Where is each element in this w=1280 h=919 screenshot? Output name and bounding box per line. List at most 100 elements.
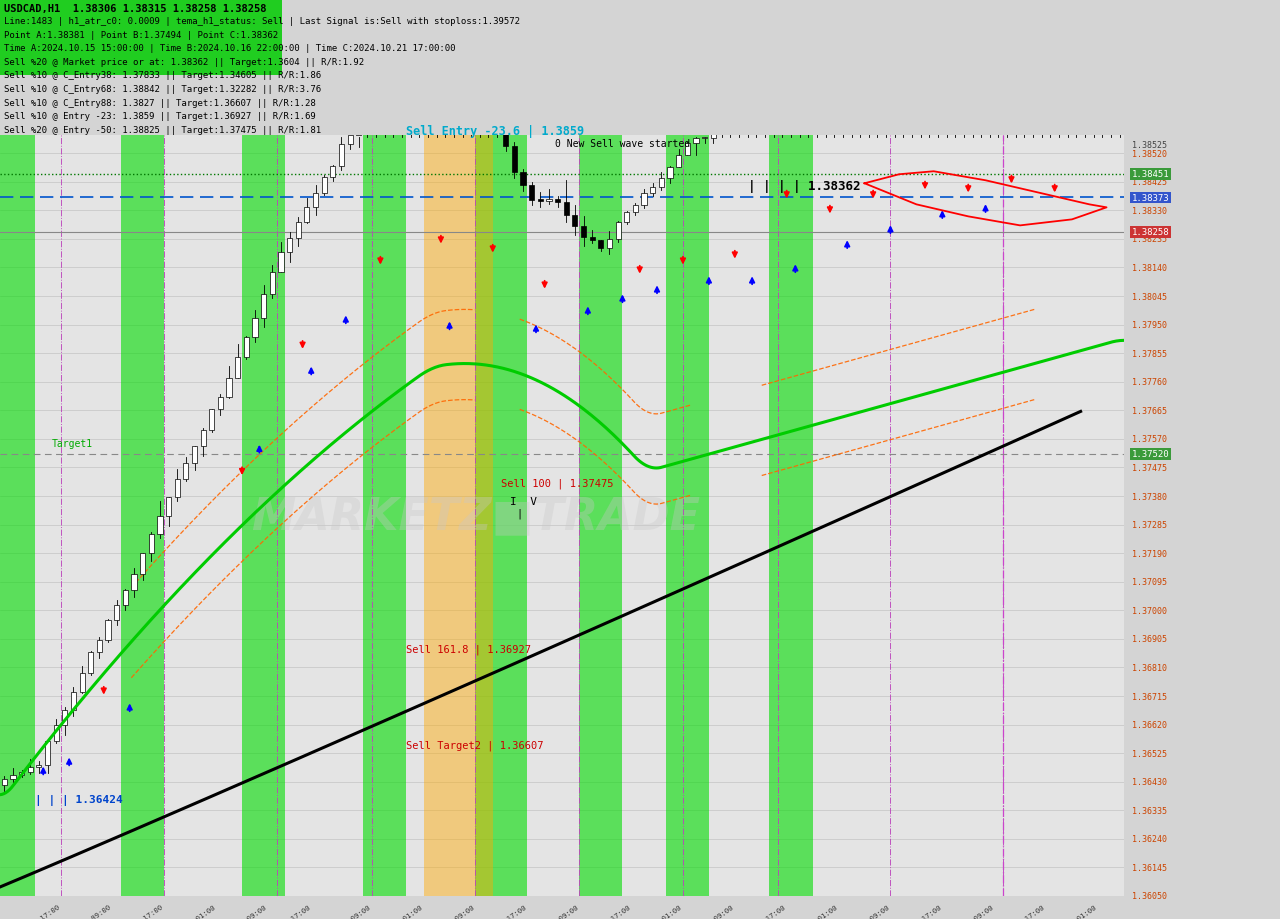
Text: 14 Oct 17:00: 14 Oct 17:00 xyxy=(481,903,527,919)
Bar xyxy=(123,591,128,606)
Bar xyxy=(849,50,854,51)
Text: Sell 100 | 1.37475: Sell 100 | 1.37475 xyxy=(502,479,614,489)
Bar xyxy=(607,240,612,249)
Text: 16 Oct 01:00: 16 Oct 01:00 xyxy=(636,903,684,919)
Text: 1.38330: 1.38330 xyxy=(1132,207,1166,216)
Text: 0 New Sell wave started: 0 New Sell wave started xyxy=(554,139,690,149)
Bar xyxy=(694,140,699,144)
Bar xyxy=(132,574,137,591)
Text: | | | | 1.38362: | | | | 1.38362 xyxy=(748,180,860,193)
Bar xyxy=(209,410,214,431)
Bar xyxy=(278,253,284,273)
Bar xyxy=(547,199,552,201)
Bar xyxy=(901,21,906,36)
Bar xyxy=(0,136,35,896)
Text: 1.36620: 1.36620 xyxy=(1132,720,1166,730)
Text: Sell %20 @ Market price or at: 1.38362 || Target:1.3604 || R/R:1.92: Sell %20 @ Market price or at: 1.38362 |… xyxy=(4,58,364,67)
Text: 15 Oct 09:00: 15 Oct 09:00 xyxy=(532,903,580,919)
Text: Sell %20 @ Entry -88: 1.39167 || Target:1.37155 || R/R:4.97: Sell %20 @ Entry -88: 1.39167 || Target:… xyxy=(4,136,321,145)
Bar xyxy=(701,138,707,140)
Text: 14 Oct 09:00: 14 Oct 09:00 xyxy=(429,903,475,919)
Text: 18 Oct 09:00: 18 Oct 09:00 xyxy=(844,903,891,919)
Bar xyxy=(242,136,285,896)
Text: Time A:2024.10.15 15:00:00 | Time B:2024.10.16 22:00:00 | Time C:2024.10.21 17:0: Time A:2024.10.15 15:00:00 | Time B:2024… xyxy=(4,44,456,53)
Bar xyxy=(538,199,543,201)
Bar xyxy=(1056,26,1061,30)
Bar xyxy=(287,238,292,253)
Bar xyxy=(417,26,422,40)
Bar xyxy=(356,119,361,136)
Bar xyxy=(374,93,379,106)
Bar xyxy=(365,106,370,119)
Bar xyxy=(97,641,102,652)
Bar xyxy=(805,79,812,89)
Bar xyxy=(443,29,448,52)
Text: 1.36335: 1.36335 xyxy=(1132,806,1166,815)
Bar xyxy=(710,131,716,139)
Text: Sell %10 @ Entry -23: 1.3859 || Target:1.36927 || R/R:1.69: Sell %10 @ Entry -23: 1.3859 || Target:1… xyxy=(4,112,316,121)
Text: 21 Oct 17:00: 21 Oct 17:00 xyxy=(1000,903,1046,919)
Text: Sell %10 @ C_Entry88: 1.3827 || Target:1.36607 || R/R:1.28: Sell %10 @ C_Entry88: 1.3827 || Target:1… xyxy=(4,98,316,108)
Bar xyxy=(183,464,188,480)
Text: 1.37570: 1.37570 xyxy=(1132,435,1166,444)
Bar xyxy=(754,120,759,122)
Bar xyxy=(1091,40,1096,48)
Bar xyxy=(236,357,241,379)
Text: | | | 1.36424: | | | 1.36424 xyxy=(35,794,123,805)
Bar xyxy=(425,17,430,26)
Text: 1.36430: 1.36430 xyxy=(1132,777,1166,787)
Bar xyxy=(867,48,872,50)
Bar xyxy=(780,101,785,108)
Bar xyxy=(503,132,508,147)
Bar xyxy=(763,112,768,120)
Text: Point A:1.38381 | Point B:1.37494 | Point C:1.38362: Point A:1.38381 | Point B:1.37494 | Poin… xyxy=(4,30,278,40)
Bar xyxy=(201,431,206,447)
Text: Line:1483 | h1_atr_c0: 0.0009 | tema_h1_status: Sell | Last Signal is:Sell with : Line:1483 | h1_atr_c0: 0.0009 | tema_h1_… xyxy=(4,17,520,26)
Bar xyxy=(736,124,741,126)
Bar xyxy=(892,34,897,36)
Bar xyxy=(252,319,257,338)
Bar xyxy=(19,772,24,775)
Text: 1.36525: 1.36525 xyxy=(1132,749,1166,758)
Bar xyxy=(666,136,709,896)
Text: Sell %20 @ Entry -50: 1.38825 || Target:1.37475 || R/R:1.81: Sell %20 @ Entry -50: 1.38825 || Target:… xyxy=(4,126,321,135)
Text: 1.36050: 1.36050 xyxy=(1132,891,1166,901)
Bar xyxy=(745,122,750,125)
Text: 1.37665: 1.37665 xyxy=(1132,406,1166,415)
Bar xyxy=(771,108,776,112)
Text: Sell %10 @ C_Entry68: 1.38842 || Target:1.32282 || R/R:3.76: Sell %10 @ C_Entry68: 1.38842 || Target:… xyxy=(4,85,321,94)
Bar xyxy=(114,606,119,620)
Bar xyxy=(460,64,465,74)
Text: 1.38045: 1.38045 xyxy=(1132,292,1166,301)
Text: 16 Oct 17:00: 16 Oct 17:00 xyxy=(740,903,787,919)
Text: 1.37095: 1.37095 xyxy=(1132,578,1166,586)
Bar xyxy=(1108,52,1114,58)
Bar xyxy=(468,74,474,94)
Bar xyxy=(477,94,483,96)
Bar xyxy=(348,136,353,145)
Text: 1.38525: 1.38525 xyxy=(1132,141,1166,150)
Text: 15 Oct 17:00: 15 Oct 17:00 xyxy=(585,903,631,919)
Text: 21 Oct 09:00: 21 Oct 09:00 xyxy=(947,903,995,919)
Bar xyxy=(105,620,110,641)
Text: 1.37760: 1.37760 xyxy=(1132,378,1166,387)
Bar xyxy=(227,379,232,397)
Bar xyxy=(632,206,637,212)
Bar xyxy=(814,71,819,79)
Text: Sell Target2 | 1.36607: Sell Target2 | 1.36607 xyxy=(406,740,544,750)
Bar xyxy=(166,498,172,516)
Bar xyxy=(70,692,76,710)
Text: 1.37855: 1.37855 xyxy=(1132,349,1166,358)
Text: 11 Oct 09:00: 11 Oct 09:00 xyxy=(325,903,371,919)
Text: 1.37475: 1.37475 xyxy=(1132,463,1166,472)
Bar xyxy=(832,63,837,67)
Text: MARKETZ■TRADE: MARKETZ■TRADE xyxy=(251,494,700,538)
Bar xyxy=(1039,17,1044,22)
Bar xyxy=(728,125,733,127)
Text: 9 Oct 09:00: 9 Oct 09:00 xyxy=(69,903,113,919)
Bar xyxy=(625,212,630,222)
Bar xyxy=(883,36,888,44)
Text: 10 Oct 17:00: 10 Oct 17:00 xyxy=(265,903,311,919)
Bar xyxy=(140,553,145,574)
Text: 1.37950: 1.37950 xyxy=(1132,321,1166,330)
